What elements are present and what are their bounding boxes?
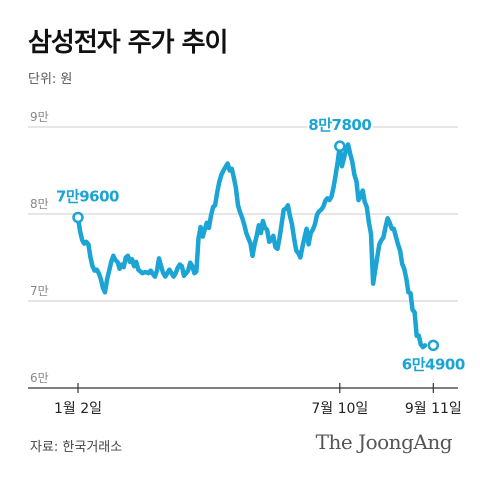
x-tick-label: 7월 10일 — [311, 401, 368, 417]
source-label: 자료: 한국거래소 — [30, 440, 123, 455]
y-tick-label: 7만 — [30, 284, 49, 298]
y-tick-label: 9만 — [30, 110, 49, 124]
annotation-marker — [72, 211, 84, 224]
annotation-label: 6만4900 — [402, 355, 465, 373]
y-tick-label: 6만 — [30, 371, 49, 385]
chart-title: 삼성전자 주가 추이 — [28, 28, 228, 58]
brand-logo: The JoongAng — [315, 430, 453, 454]
series-line — [75, 142, 428, 350]
x-tick-label: 1월 2일 — [54, 401, 102, 417]
annotation-marker — [334, 140, 346, 152]
unit-label: 단위: 원 — [28, 72, 73, 87]
x-tick-label: 9월 11일 — [405, 401, 462, 417]
annotation-label: 8만7800 — [308, 116, 371, 134]
annotation-marker — [427, 339, 440, 352]
annotation-label: 7만9600 — [56, 187, 119, 205]
y-tick-label: 8만 — [30, 197, 49, 211]
